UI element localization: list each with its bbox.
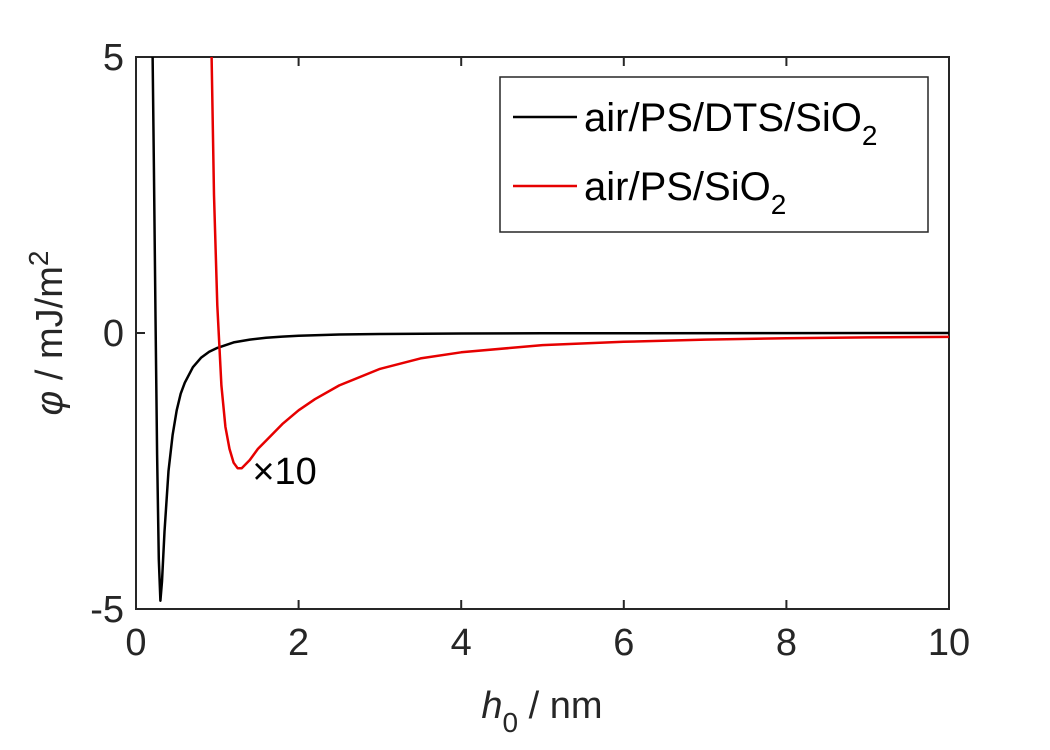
annotation-label: ×10: [252, 451, 316, 493]
y-tick-label: 5: [103, 37, 124, 79]
series-layer: [151, 57, 949, 602]
legend-label-series-2: air/PS/SiO2: [584, 165, 786, 220]
y-tick-label: -5: [90, 589, 124, 631]
x-tick-label: 0: [125, 622, 146, 664]
x-ticks: 0 2 4 6 8 10: [125, 57, 970, 664]
annotation-layer: ×10: [252, 451, 316, 493]
legend-box: [499, 76, 929, 233]
x-tick-label: 4: [451, 622, 472, 664]
x-axis-label: h0 / nm: [481, 685, 602, 738]
x-tick-label: 6: [613, 622, 634, 664]
series-line-1: [151, 57, 949, 602]
legend-label-series-1: air/PS/DTS/SiO2: [584, 96, 877, 151]
x-tick-label: 10: [928, 622, 970, 664]
y-tick-label: 0: [103, 313, 124, 355]
legend: air/PS/DTS/SiO2 air/PS/SiO2: [499, 76, 929, 233]
series-line-2: [210, 57, 949, 470]
x-tick-label: 2: [288, 622, 309, 664]
y-ticks: -5 0 5: [90, 37, 949, 631]
y-axis-label: φ / mJ/m2: [23, 251, 71, 416]
x-tick-label: 8: [776, 622, 797, 664]
